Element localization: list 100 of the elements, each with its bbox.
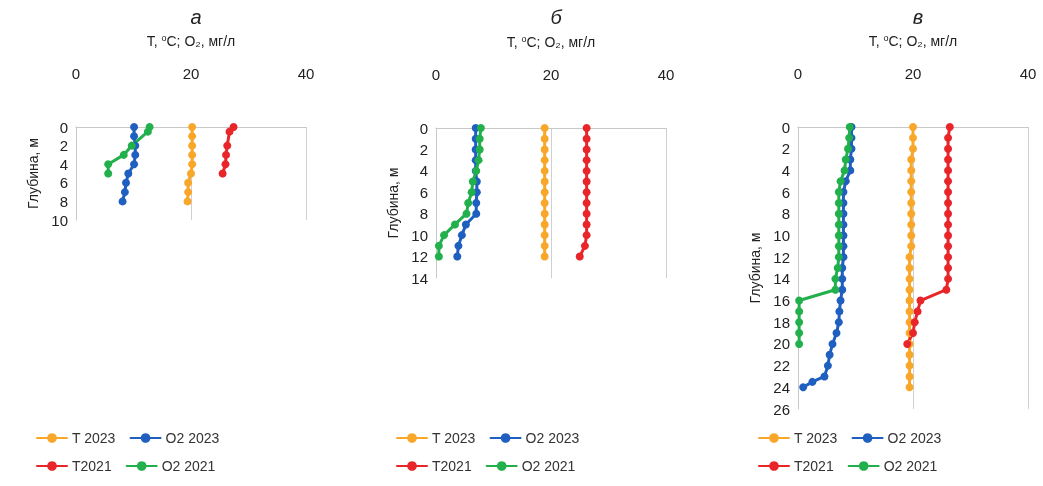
point: [944, 242, 953, 251]
point: [944, 155, 953, 164]
point: [468, 177, 477, 186]
legend-label: T 2023: [794, 430, 838, 446]
point: [944, 264, 953, 272]
point: [905, 383, 914, 392]
point: [944, 198, 953, 207]
point: [913, 307, 922, 316]
point: [188, 123, 197, 131]
point: [104, 160, 113, 169]
point: [823, 361, 832, 370]
point: [540, 124, 549, 132]
point: [221, 160, 230, 169]
point: [130, 132, 139, 141]
point: [944, 274, 953, 283]
point: [944, 253, 953, 262]
point: [223, 141, 232, 150]
point: [450, 220, 459, 229]
y-tick-label: 10: [411, 226, 428, 244]
point: [944, 133, 953, 142]
point: [454, 241, 463, 250]
point: [104, 169, 113, 178]
point: [944, 188, 953, 197]
y-tick-label: 4: [59, 155, 68, 173]
point: [795, 318, 804, 327]
y-tick-label: 22: [773, 357, 790, 375]
point: [905, 296, 914, 305]
point: [540, 252, 549, 261]
point: [118, 197, 127, 206]
y-axis-title: Глубина, м: [385, 167, 402, 239]
point: [905, 274, 914, 283]
point: [907, 177, 916, 186]
y-tick-label: 24: [773, 378, 790, 396]
point: [119, 150, 128, 159]
point: [905, 253, 914, 262]
point: [907, 198, 916, 207]
y-tick-label: 2: [59, 137, 68, 155]
point: [828, 339, 837, 348]
point: [476, 124, 485, 132]
point: [183, 197, 192, 206]
legend-label: O2 2023: [165, 430, 220, 446]
point: [836, 296, 845, 305]
y-tick-label: 6: [781, 183, 790, 201]
point: [834, 253, 843, 262]
point: [832, 329, 841, 338]
point: [440, 231, 449, 240]
point: [944, 220, 953, 229]
point: [475, 145, 484, 154]
point: [127, 141, 136, 150]
x-tick-label: 20: [904, 65, 922, 82]
point: [218, 169, 227, 178]
point: [540, 231, 549, 240]
point: [909, 133, 917, 142]
y-tick-label: 12: [773, 248, 790, 266]
y-tick-label: 12: [411, 248, 428, 266]
y-tick-label: 10: [51, 211, 68, 229]
point: [453, 252, 462, 261]
point: [582, 209, 591, 218]
chart-title: в: [912, 6, 924, 28]
y-tick-label: 26: [773, 400, 790, 418]
point: [582, 134, 591, 143]
point: [540, 209, 549, 218]
x-tick-label: 40: [1019, 65, 1037, 82]
y-tick-label: 14: [773, 270, 790, 288]
point: [907, 166, 916, 175]
point: [907, 188, 916, 197]
point: [540, 134, 549, 143]
point: [188, 160, 197, 169]
y-tick-label: 10: [773, 226, 790, 244]
point: [434, 252, 443, 261]
point: [188, 141, 197, 150]
point: [907, 220, 916, 229]
legend-label: O2 2021: [161, 458, 216, 474]
point: [582, 166, 591, 175]
legend-label: T 2023: [432, 430, 476, 446]
point: [905, 372, 914, 381]
point: [130, 160, 139, 169]
point: [472, 209, 481, 218]
point: [944, 166, 953, 175]
point: [582, 177, 591, 186]
y-axis-title: Глубина, м: [25, 138, 42, 209]
point: [188, 150, 197, 159]
point: [131, 150, 140, 159]
point: [540, 241, 549, 250]
point: [907, 231, 916, 240]
point: [461, 220, 470, 229]
y-tick-label: 4: [419, 162, 428, 180]
point: [795, 296, 804, 305]
legend-label: O2 2021: [521, 458, 576, 474]
point: [575, 252, 584, 261]
y-tick-label: 0: [419, 119, 428, 137]
point: [434, 241, 443, 250]
point: [834, 209, 843, 218]
y-tick-label: 4: [781, 161, 790, 179]
point: [540, 199, 549, 207]
point: [222, 150, 231, 159]
chart-title: а: [190, 6, 202, 28]
point: [540, 177, 549, 186]
point: [184, 188, 193, 197]
point: [909, 329, 917, 338]
